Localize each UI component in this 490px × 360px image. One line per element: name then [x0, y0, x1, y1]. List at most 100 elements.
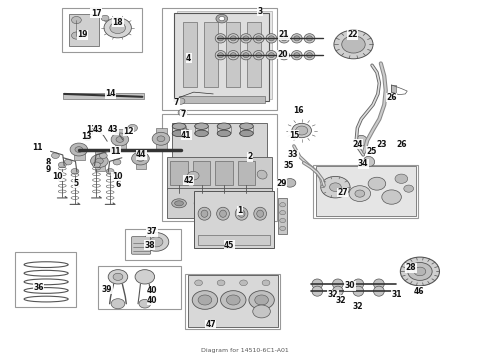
Circle shape	[64, 159, 72, 165]
Circle shape	[128, 125, 138, 132]
Ellipse shape	[217, 130, 231, 136]
Ellipse shape	[294, 36, 300, 41]
Ellipse shape	[172, 123, 186, 130]
Circle shape	[400, 257, 440, 286]
Bar	[278, 198, 287, 234]
Text: 8: 8	[46, 158, 51, 167]
Circle shape	[355, 190, 365, 197]
Circle shape	[113, 273, 123, 280]
Text: 13: 13	[81, 132, 92, 141]
Bar	[190, 275, 278, 325]
Text: 32: 32	[335, 296, 345, 305]
Circle shape	[280, 226, 286, 230]
Text: 37: 37	[147, 228, 157, 237]
Bar	[204, 22, 218, 87]
Text: 16: 16	[294, 105, 304, 114]
Circle shape	[330, 183, 341, 192]
Ellipse shape	[253, 50, 264, 60]
Bar	[63, 93, 144, 99]
Text: Diagram for 14510-6C1-A01: Diagram for 14510-6C1-A01	[201, 348, 289, 353]
Circle shape	[99, 153, 107, 158]
Circle shape	[58, 162, 66, 168]
Text: 15: 15	[289, 131, 299, 140]
Text: 25: 25	[367, 147, 377, 156]
Ellipse shape	[239, 199, 254, 208]
Bar	[162, 114, 277, 221]
Bar	[62, 8, 143, 51]
Ellipse shape	[181, 129, 190, 136]
Ellipse shape	[253, 34, 264, 43]
Ellipse shape	[195, 123, 208, 130]
Bar	[179, 96, 265, 103]
Text: 45: 45	[224, 241, 235, 250]
Circle shape	[280, 203, 286, 207]
Ellipse shape	[218, 36, 223, 41]
Circle shape	[106, 168, 114, 174]
Ellipse shape	[332, 279, 343, 289]
Ellipse shape	[172, 199, 186, 208]
Ellipse shape	[256, 53, 262, 58]
Text: 26: 26	[396, 140, 407, 149]
Ellipse shape	[240, 123, 253, 130]
Text: 43: 43	[93, 125, 104, 134]
Circle shape	[75, 147, 83, 152]
Bar	[185, 274, 280, 329]
Text: 5: 5	[74, 179, 79, 188]
Circle shape	[217, 280, 225, 286]
Text: 32: 32	[352, 302, 363, 311]
Circle shape	[72, 17, 81, 24]
Ellipse shape	[215, 50, 226, 60]
Ellipse shape	[174, 201, 183, 206]
Ellipse shape	[243, 53, 249, 58]
Text: 29: 29	[276, 179, 287, 188]
Bar	[238, 161, 255, 185]
Bar	[98, 266, 181, 309]
Bar	[115, 130, 126, 149]
Text: 46: 46	[414, 287, 424, 296]
Text: 18: 18	[113, 18, 123, 27]
Ellipse shape	[243, 36, 249, 41]
Ellipse shape	[257, 170, 267, 179]
Ellipse shape	[279, 50, 290, 60]
Text: 7: 7	[174, 98, 179, 107]
Circle shape	[71, 168, 79, 174]
Ellipse shape	[312, 279, 323, 289]
Text: 3: 3	[257, 7, 262, 16]
Ellipse shape	[220, 210, 226, 217]
Bar	[188, 275, 278, 327]
Circle shape	[414, 267, 426, 276]
Text: 23: 23	[376, 140, 387, 149]
Ellipse shape	[292, 50, 302, 60]
Ellipse shape	[254, 207, 267, 220]
Ellipse shape	[201, 210, 208, 217]
Circle shape	[240, 280, 247, 286]
Circle shape	[132, 152, 149, 165]
Ellipse shape	[172, 130, 186, 136]
Text: 42: 42	[184, 176, 194, 185]
Circle shape	[187, 171, 199, 180]
Circle shape	[219, 17, 225, 21]
Circle shape	[96, 158, 103, 164]
Circle shape	[176, 98, 185, 104]
Ellipse shape	[215, 34, 226, 43]
Ellipse shape	[312, 286, 323, 296]
Circle shape	[284, 179, 296, 187]
Ellipse shape	[304, 50, 315, 60]
Ellipse shape	[218, 53, 223, 58]
Bar	[177, 12, 272, 99]
Ellipse shape	[304, 34, 315, 43]
Circle shape	[198, 295, 212, 305]
Circle shape	[72, 32, 81, 39]
Text: 2: 2	[247, 152, 252, 161]
Text: 33: 33	[288, 150, 298, 159]
Bar	[69, 14, 99, 45]
Ellipse shape	[307, 36, 313, 41]
Ellipse shape	[220, 201, 228, 206]
Circle shape	[280, 211, 286, 215]
Ellipse shape	[228, 50, 239, 60]
Text: 9: 9	[46, 165, 51, 174]
Text: 7: 7	[181, 110, 186, 119]
Bar	[247, 22, 261, 87]
Circle shape	[253, 305, 270, 318]
Circle shape	[152, 132, 170, 145]
